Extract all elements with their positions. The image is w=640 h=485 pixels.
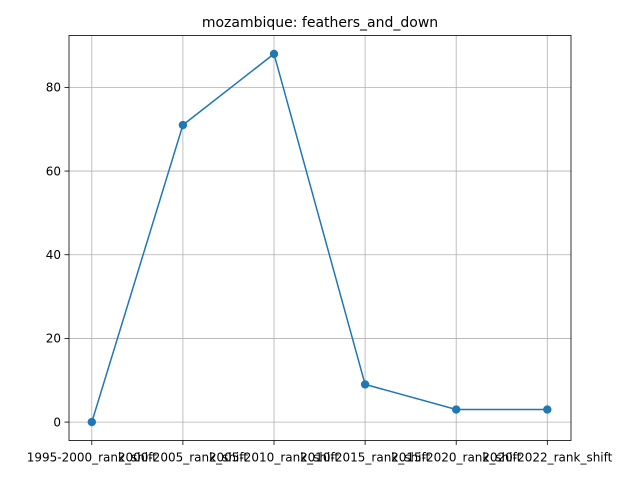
y-tick-label: 80 (46, 81, 61, 95)
data-point (87, 417, 97, 427)
data-point (543, 405, 552, 414)
plot-frame (68, 35, 572, 441)
series-line (91, 53, 548, 423)
grid (69, 35, 571, 441)
data-point (269, 49, 279, 59)
data-point (452, 405, 461, 414)
x-tick-label: 2020-2022_rank_shift (482, 451, 612, 465)
data-point (360, 380, 370, 389)
chart-title: mozambique: feathers_and_down (202, 15, 438, 31)
axis-ticks: 1995-2000_rank_shift2000-2005_rank_shift… (27, 81, 613, 465)
x-tick-label: 2010-2015_rank_shift (300, 451, 430, 465)
series-layer (87, 49, 552, 427)
y-tick-label: 0 (53, 415, 61, 429)
x-tick-label: 2015-2020_rank_shift (391, 451, 521, 465)
y-tick-label: 20 (46, 332, 61, 346)
x-tick-label: 2005-2010_rank_shift (209, 451, 339, 465)
data-point (178, 120, 188, 130)
x-tick-label: 1995-2000_rank_shift (27, 451, 157, 465)
y-tick-label: 60 (46, 164, 61, 178)
x-tick-label: 2000-2005_rank_shift (118, 451, 248, 465)
y-tick-label: 40 (46, 248, 61, 262)
